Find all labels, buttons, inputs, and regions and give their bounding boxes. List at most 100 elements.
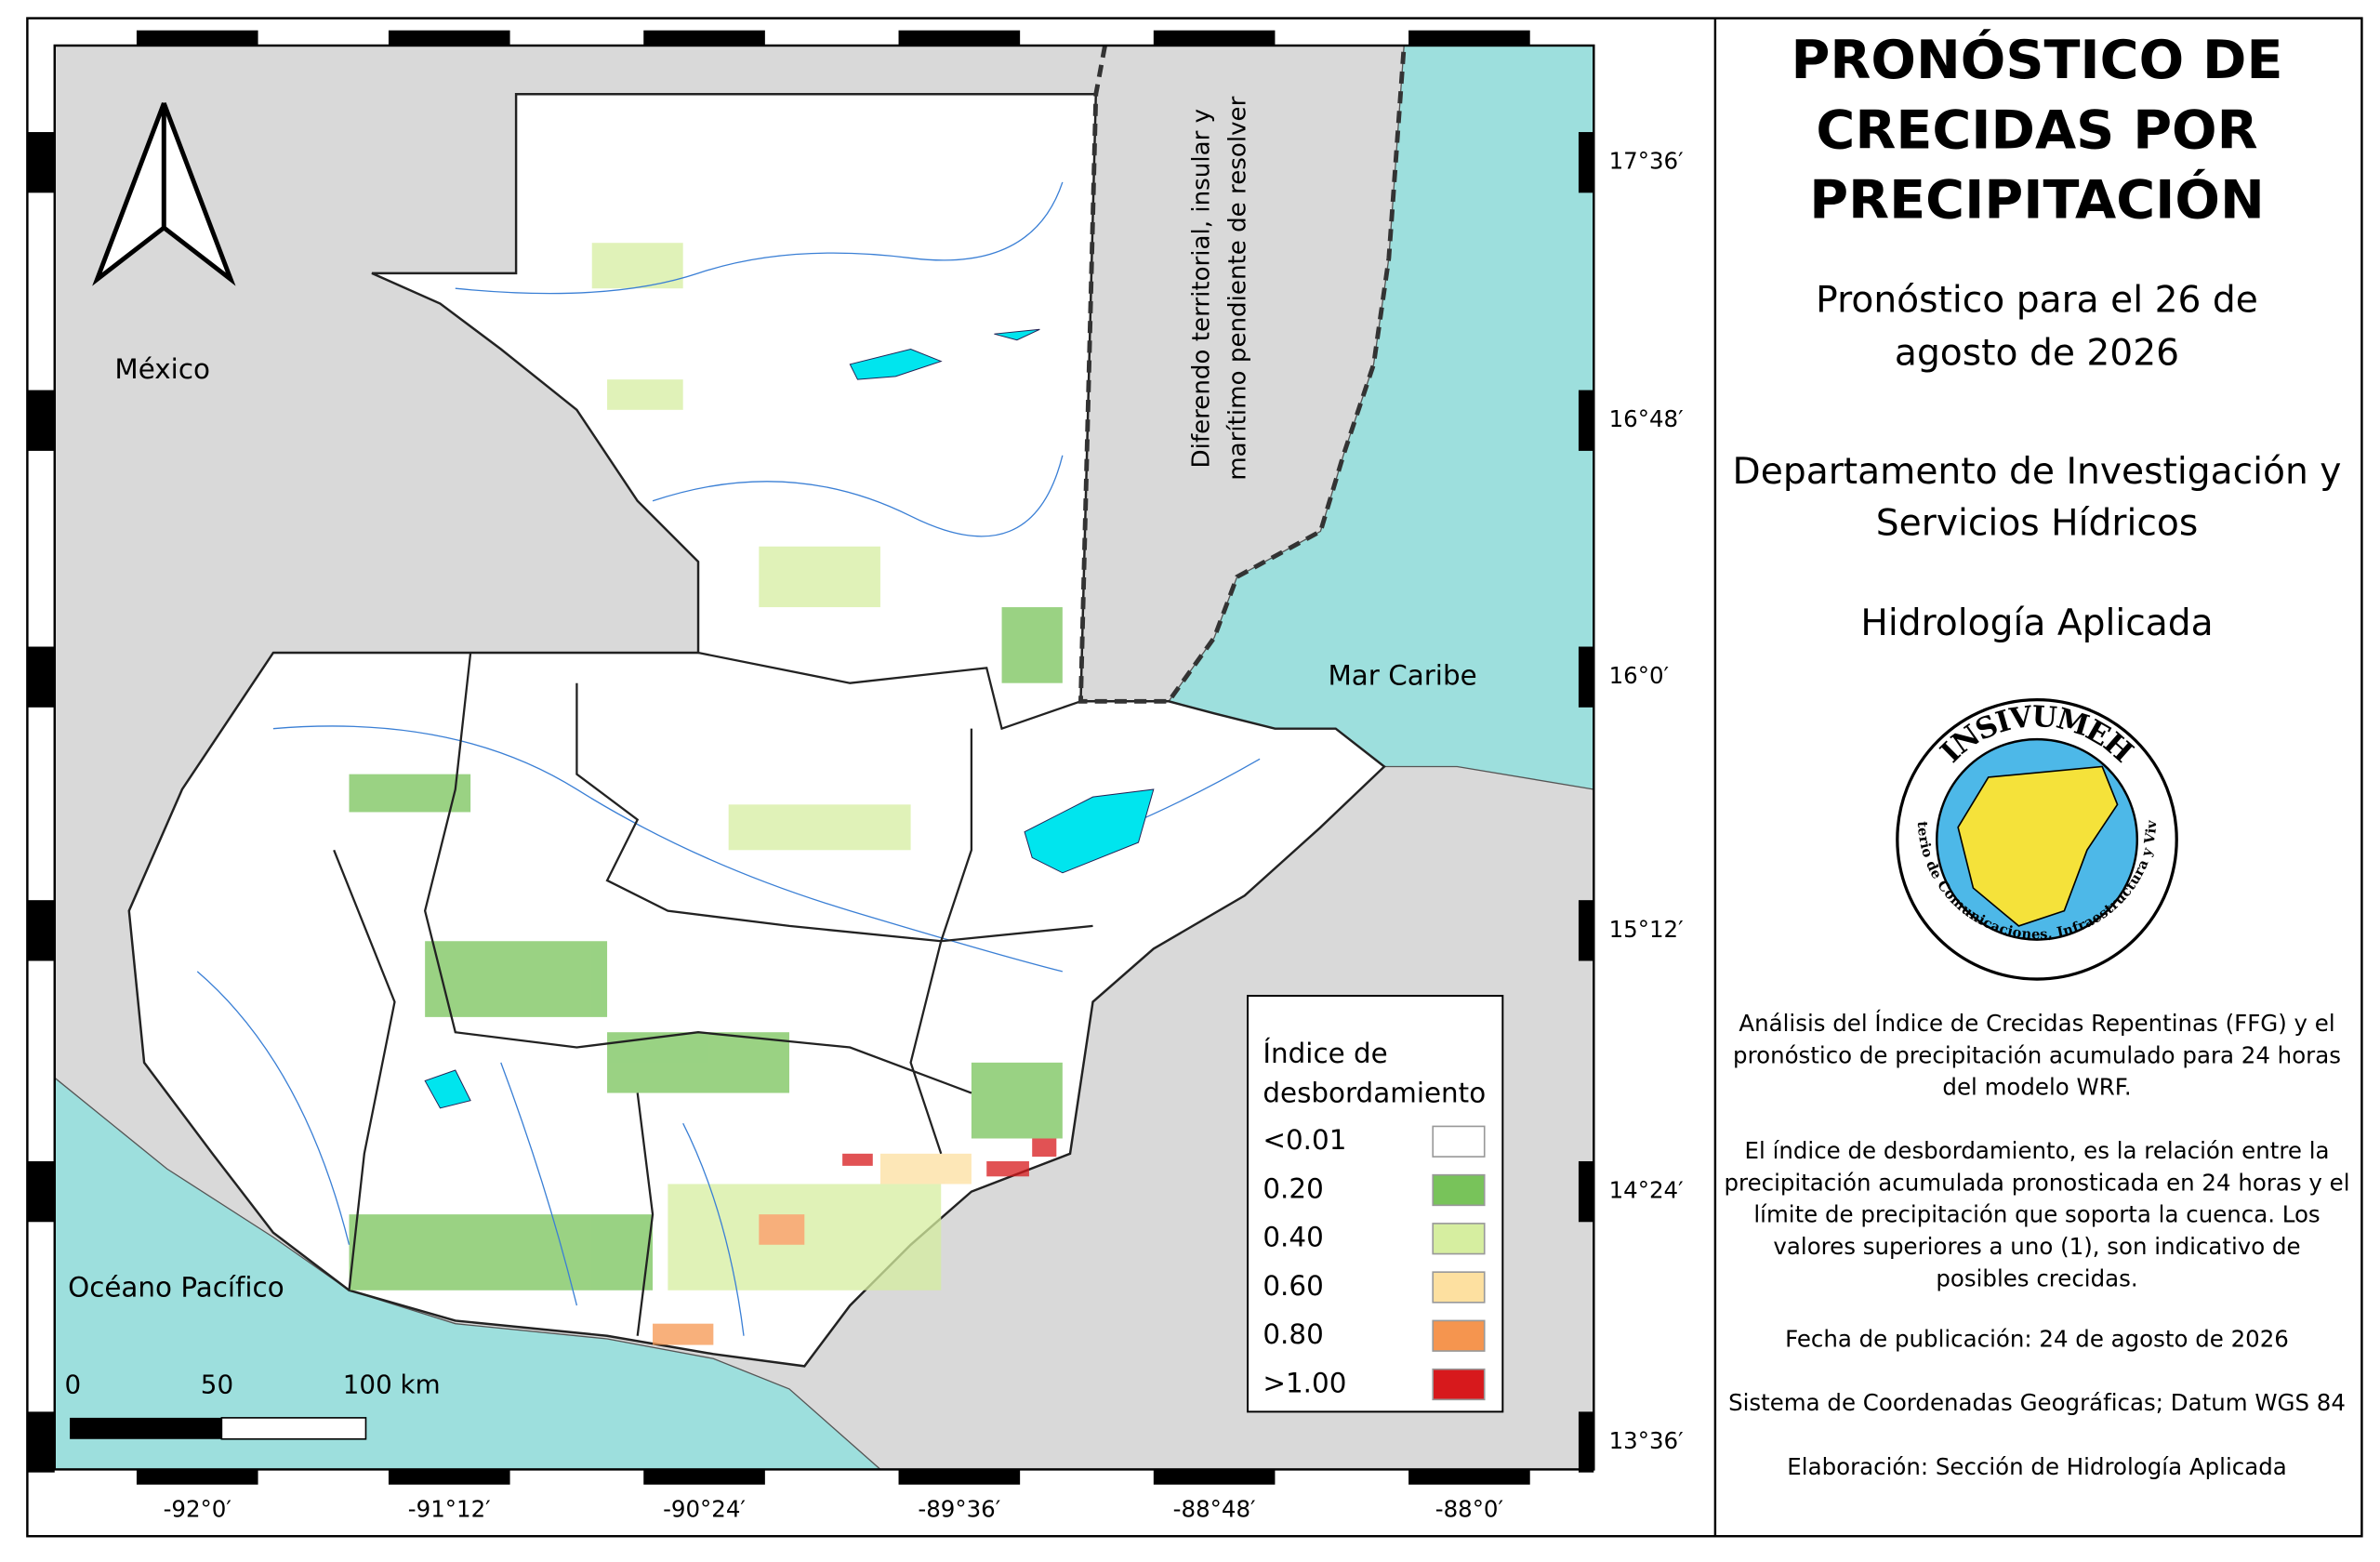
patch	[653, 1323, 714, 1345]
legend-title: Índice de	[1263, 1037, 1387, 1069]
border	[909, 728, 973, 1155]
lon-tick-label: -90°24′	[663, 1495, 746, 1522]
lake-izabal	[1024, 788, 1155, 874]
patch	[607, 379, 683, 410]
description-line: precipitación acumulada pronosticada en …	[1725, 1169, 2350, 1196]
frame-tick	[898, 1469, 1021, 1485]
legend-title: desbordamiento	[1263, 1078, 1486, 1109]
frame-tick	[27, 900, 55, 961]
scale-bar-black	[70, 1417, 222, 1439]
frame-tick	[1578, 1160, 1594, 1223]
label-caribbean: Mar Caribe	[1328, 660, 1476, 692]
department-borders	[272, 651, 1093, 1336]
frame-tick	[27, 646, 55, 708]
lon-tick-label: -88°0′	[1435, 1495, 1503, 1522]
dispute-line: marítimo pendiente de resolver	[1224, 96, 1252, 480]
logo-map	[1957, 765, 2119, 927]
frame-tick	[1578, 900, 1594, 961]
description-line: Análisis del Índice de Crecidas Repentin…	[1739, 1010, 2334, 1037]
patch	[759, 1214, 805, 1245]
frame-tick	[27, 1411, 55, 1473]
frame-tick	[898, 30, 1021, 46]
map	[53, 44, 1595, 1471]
title-line: PRONÓSTICO DE	[1792, 28, 2283, 91]
scale-label: 50	[201, 1370, 233, 1400]
patch	[971, 1062, 1063, 1139]
legend-label: <0.01	[1263, 1124, 1346, 1156]
legend-label: 0.80	[1263, 1318, 1323, 1350]
river	[682, 1122, 745, 1336]
lat-tick-label: 15°12′	[1609, 916, 1684, 943]
rivers	[196, 181, 1261, 1336]
legend-label: 0.20	[1263, 1172, 1323, 1204]
legend-swatch	[1432, 1271, 1486, 1304]
river	[196, 971, 350, 1245]
frame-tick	[1408, 30, 1530, 46]
patch	[607, 1032, 789, 1093]
frame-tick	[1578, 646, 1594, 708]
dispute-line: Diferendo territorial, insular y	[1188, 109, 1216, 469]
frame-tick	[388, 30, 510, 46]
lake-atitlan	[424, 1069, 471, 1109]
forecast-line: agosto de 2026	[1895, 333, 2179, 375]
lat-tick-label: 13°36′	[1609, 1427, 1684, 1454]
river	[500, 1062, 578, 1306]
frame-tick	[27, 132, 55, 193]
description-line: posibles crecidas.	[1936, 1264, 2137, 1291]
department-line: Departamento de Investigación y	[1733, 451, 2342, 493]
patch	[1032, 1138, 1057, 1158]
legend-swatch	[1432, 1223, 1486, 1255]
lake	[849, 348, 943, 380]
lon-tick-label: -89°36′	[918, 1495, 1000, 1522]
frame-tick	[643, 30, 765, 46]
river	[455, 181, 1064, 295]
label-mexico: México	[114, 353, 210, 385]
coordinate-system: Sistema de Coordenadas Geográficas; Datu…	[1728, 1389, 2346, 1416]
frame-tick	[27, 1160, 55, 1223]
description-line: El índice de desbordamiento, es la relac…	[1745, 1137, 2330, 1164]
disputed-border	[1078, 45, 1407, 704]
lakes	[424, 328, 1155, 1109]
frame-tick	[136, 30, 258, 46]
publication-date: Fecha de publicación: 24 de agosto de 20…	[1785, 1326, 2289, 1353]
frame-tick	[1153, 1469, 1276, 1485]
description-line: valores superiores a uno (1), son indica…	[1773, 1233, 2300, 1260]
lat-tick-label: 16°0′	[1609, 662, 1669, 689]
legend-swatch	[1432, 1319, 1486, 1352]
patch	[425, 941, 608, 1017]
map-frame	[53, 44, 1595, 1471]
label-pacific: Océano Pacífico	[68, 1272, 284, 1304]
scale-label: 0	[65, 1370, 82, 1400]
patch	[842, 1153, 873, 1166]
legend-swatch	[1432, 1173, 1486, 1207]
patch	[349, 1214, 654, 1291]
lat-tick-label: 14°24′	[1609, 1177, 1684, 1204]
frame-tick	[1578, 1411, 1594, 1473]
patch	[349, 774, 471, 813]
frame-tick	[1153, 30, 1276, 46]
frame-tick	[1578, 390, 1594, 451]
legend-swatch	[1432, 1125, 1486, 1158]
lon-tick-label: -92°0′	[164, 1495, 231, 1522]
patch	[591, 243, 683, 289]
border	[575, 682, 1093, 943]
frame-tick	[136, 1469, 258, 1485]
legend-label: 0.40	[1263, 1222, 1323, 1253]
department-line: Servicios Hídricos	[1876, 502, 2198, 544]
border	[333, 849, 396, 1291]
border	[636, 1092, 654, 1336]
patch	[759, 546, 880, 608]
north-arrow	[92, 102, 236, 286]
lon-tick-label: -88°48′	[1173, 1495, 1256, 1522]
forecast-line: Pronóstico para el 26 de	[1816, 279, 2258, 321]
border	[423, 652, 972, 1094]
section: Hidrología Aplicada	[1860, 602, 2213, 644]
patch	[986, 1160, 1029, 1177]
lon-tick-label: -91°12′	[408, 1495, 491, 1522]
lat-tick-label: 16°48′	[1609, 405, 1684, 432]
north-arrow-right	[161, 102, 236, 286]
title-line: CRECIDAS POR	[1816, 99, 2257, 161]
